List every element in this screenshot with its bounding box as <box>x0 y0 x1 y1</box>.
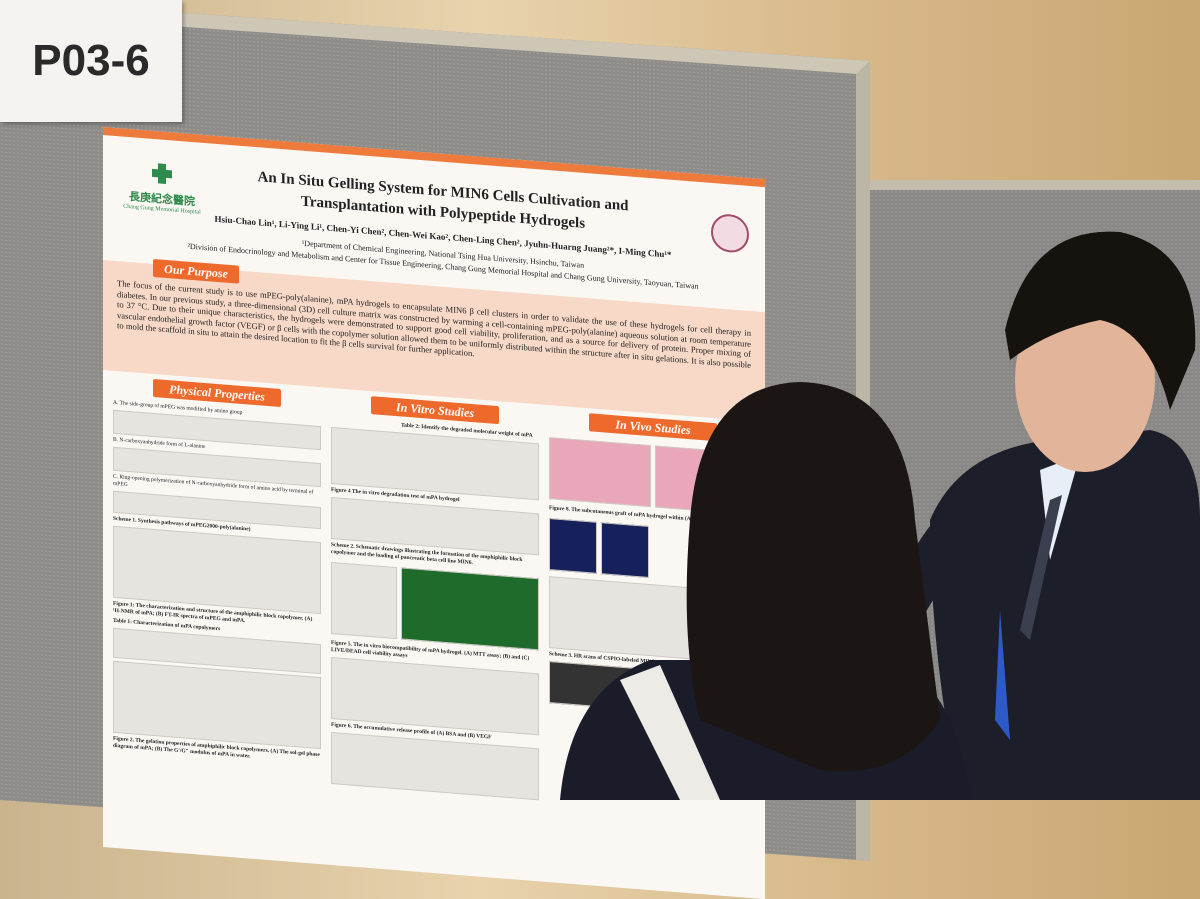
poster: 長庚紀念醫院 Chang Gung Memorial Hospital An I… <box>103 127 765 899</box>
logo-icon <box>152 163 172 184</box>
board-number: P03-6 <box>0 0 182 122</box>
presenter <box>880 231 1200 800</box>
people <box>560 231 1200 800</box>
logo: 長庚紀念醫院 Chang Gung Memorial Hospital <box>117 158 207 216</box>
visitor <box>560 382 970 800</box>
